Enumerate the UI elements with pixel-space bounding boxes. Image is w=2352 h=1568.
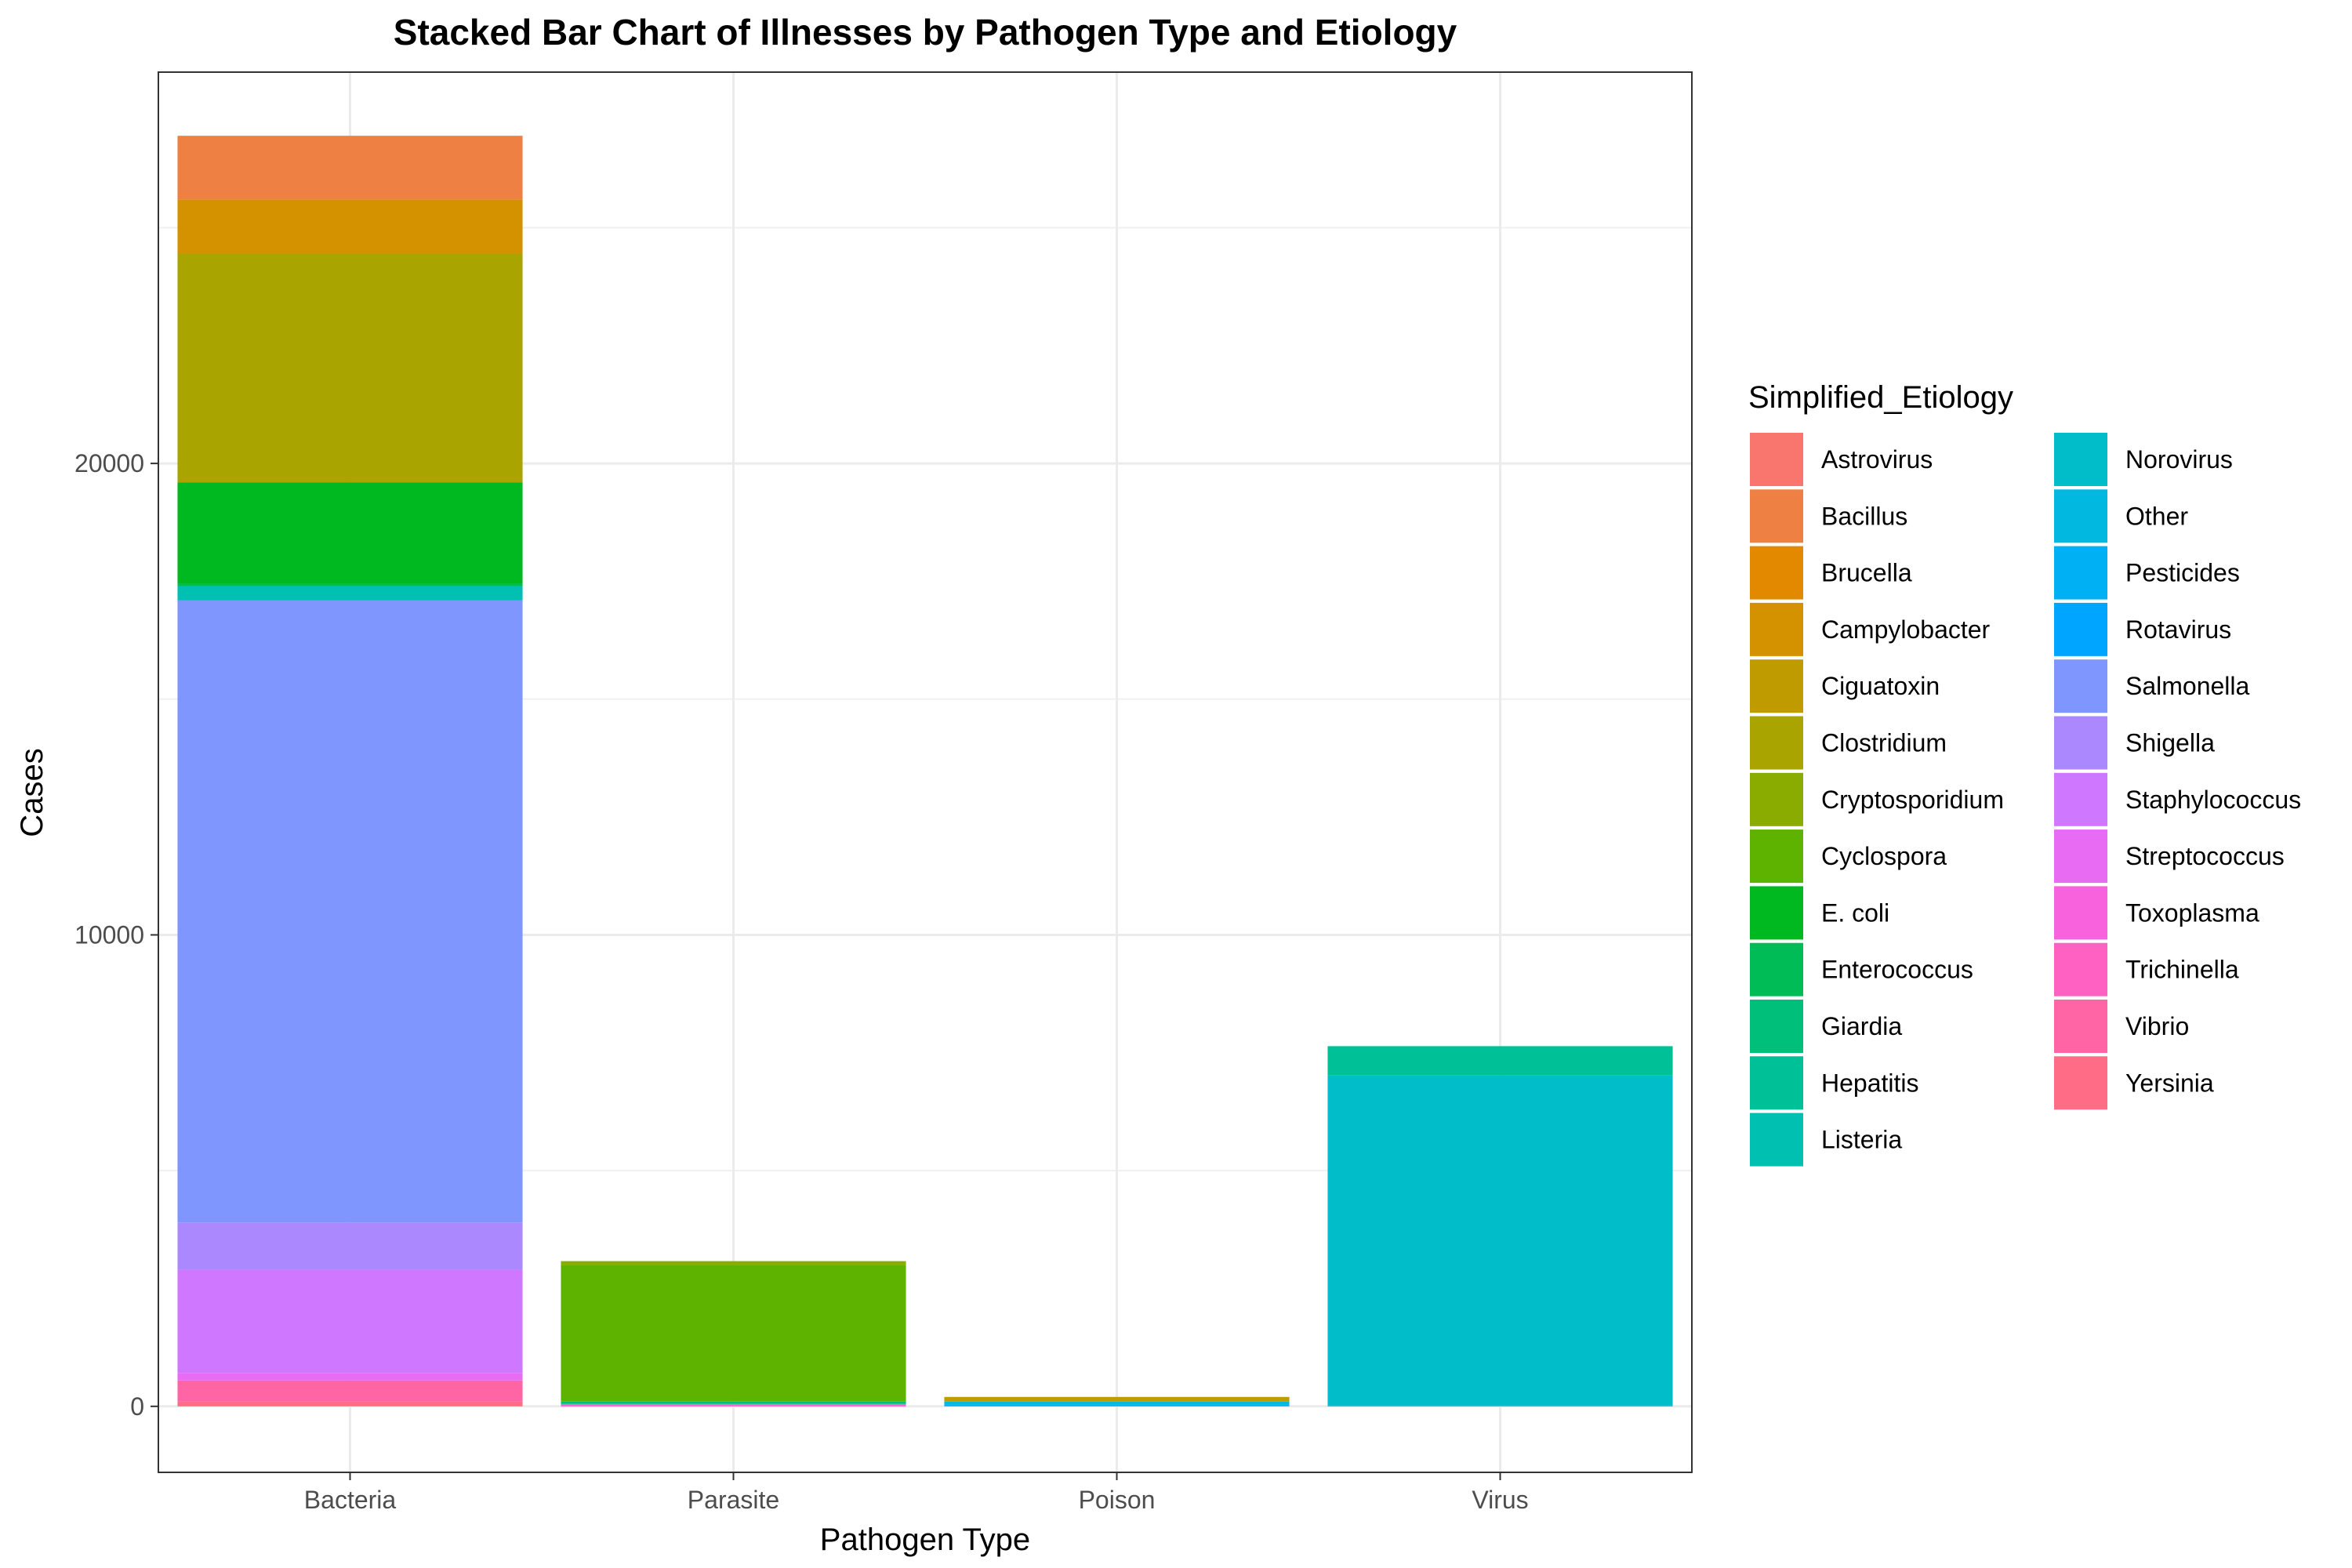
bar-segment [944, 1404, 1290, 1406]
legend-key [2054, 716, 2107, 770]
legend-key [2054, 489, 2107, 543]
legend-key [2054, 942, 2107, 996]
legend-label: Trichinella [2125, 956, 2239, 984]
legend-key [1750, 829, 1803, 884]
bar-segment [177, 1222, 523, 1270]
legend-key [1750, 716, 1803, 770]
legend-key [1750, 1112, 1803, 1167]
legend-key [2054, 772, 2107, 826]
bar-segment [944, 1401, 1290, 1405]
y-tick-label: 10000 [74, 920, 144, 949]
bar-segment [561, 1265, 906, 1402]
y-tick-label: 0 [130, 1392, 144, 1421]
legend-key [1750, 602, 1803, 656]
legend-label: Cyclospora [1821, 842, 1947, 870]
bar-segment [177, 1401, 523, 1406]
legend-label: Cryptosporidium [1821, 786, 2004, 814]
bar-segment [177, 600, 523, 1223]
bar-segment [177, 1373, 523, 1381]
axes-layer: 0 10000 20000 Bacteria Parasite Poison Virus [74, 449, 1529, 1514]
bar-segment [177, 1269, 523, 1374]
bars-layer [177, 136, 1673, 1407]
bar-segment [561, 1401, 906, 1404]
y-tick-label: 20000 [74, 449, 144, 477]
legend-label: Staphylococcus [2125, 786, 2301, 814]
legend-label: Listeria [1821, 1126, 1902, 1154]
bar-segment [561, 1405, 906, 1406]
legend-label: Giardia [1821, 1012, 1902, 1040]
legend-items: Astrovirus Bacillus Brucella Campylobacter C… [1750, 433, 2301, 1167]
bar-segment [561, 1403, 906, 1406]
y-axis-title: Cases [15, 748, 49, 837]
bar-segment [944, 1396, 1290, 1402]
legend-label: Other [2125, 502, 2188, 530]
legend-label: Rotavirus [2125, 615, 2231, 644]
legend-label: Campylobacter [1821, 615, 1991, 644]
legend-label: Bacillus [1821, 502, 1907, 530]
legend-key [2054, 546, 2107, 600]
legend-key [2054, 659, 2107, 713]
legend-key [1750, 433, 1803, 486]
legend-key [1750, 772, 1803, 826]
legend-key [2054, 433, 2107, 486]
legend-label: E. coli [1821, 898, 1889, 927]
legend-key [1750, 1056, 1803, 1110]
x-tick-label: Virus [1472, 1486, 1528, 1514]
panel-border [158, 71, 1693, 1473]
chart-title: Stacked Bar Chart of Illnesses by Pathog… [394, 12, 1457, 53]
legend-key [1750, 942, 1803, 996]
legend-label: Enterococcus [1821, 956, 1973, 984]
bar-segment [177, 253, 523, 483]
legend-key [1750, 546, 1803, 600]
legend-label: Ciguatoxin [1821, 672, 1940, 700]
legend-key [2054, 1000, 2107, 1053]
x-tick-label: Parasite [688, 1486, 779, 1514]
bar-segment [1327, 1075, 1673, 1406]
legend-label: Pesticides [2125, 559, 2240, 587]
legend-title: Simplified_Etiology [1748, 380, 2013, 415]
legend-key [1750, 886, 1803, 940]
legend-key [2054, 886, 2107, 940]
legend-label: Hepatitis [1821, 1069, 1919, 1097]
legend-key [1750, 489, 1803, 543]
legend-label: Salmonella [2125, 672, 2250, 700]
legend-key [2054, 602, 2107, 656]
bar-segment [177, 136, 523, 200]
bar-segment [177, 1380, 523, 1402]
bar-segment [561, 1261, 906, 1265]
legend-label: Vibrio [2125, 1012, 2189, 1040]
legend-key [2054, 829, 2107, 884]
legend-label: Norovirus [2125, 445, 2233, 474]
x-tick-label: Bacteria [304, 1486, 397, 1514]
legend-label: Shigella [2125, 729, 2215, 757]
legend-key [1750, 659, 1803, 713]
legend-label: Toxoplasma [2125, 898, 2259, 927]
legend-key [1750, 1000, 1803, 1053]
x-tick-label: Poison [1079, 1486, 1156, 1514]
legend-label: Astrovirus [1821, 445, 1933, 474]
legend-label: Clostridium [1821, 729, 1947, 757]
bar-segment [177, 583, 523, 586]
legend-label: Brucella [1821, 559, 1912, 587]
legend-key [2054, 1056, 2107, 1110]
x-axis-title: Pathogen Type [820, 1523, 1030, 1557]
legend: Simplified_Etiology Astrovirus Bacillus Br… [1748, 380, 2301, 1167]
legend-label: Yersinia [2125, 1069, 2214, 1097]
bar-segment [177, 482, 523, 584]
bar-segment [1327, 1046, 1673, 1076]
bar-segment [177, 199, 523, 254]
bar-segment [177, 586, 523, 601]
legend-label: Streptococcus [2125, 842, 2285, 870]
